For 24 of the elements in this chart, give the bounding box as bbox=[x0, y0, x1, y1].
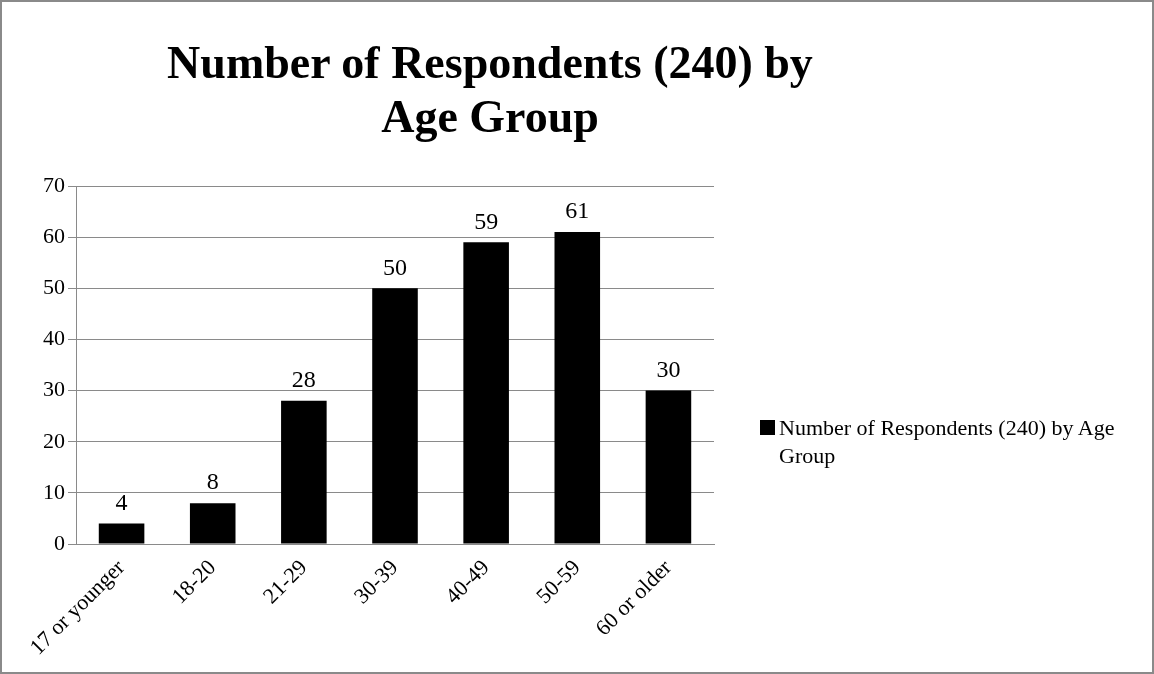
legend-label: Number of Respondents (240) by Age Group bbox=[779, 414, 1116, 470]
bar bbox=[98, 523, 145, 544]
y-tick-label: 20 bbox=[43, 427, 65, 453]
data-label: 4 bbox=[115, 488, 128, 515]
bar bbox=[372, 288, 418, 544]
bar bbox=[281, 400, 327, 544]
bar bbox=[463, 242, 509, 544]
y-tick-label: 30 bbox=[43, 376, 65, 402]
data-label: 28 bbox=[291, 366, 316, 393]
data-label: 50 bbox=[383, 253, 407, 280]
data-label: 8 bbox=[206, 468, 219, 495]
bar bbox=[189, 503, 236, 544]
chart-title: Number of Respondents (240) by Age Group bbox=[166, 36, 814, 144]
y-tick-label: 60 bbox=[43, 222, 65, 248]
y-tick-label: 10 bbox=[43, 478, 65, 504]
y-tick-label: 40 bbox=[43, 325, 65, 351]
y-tick-label: 50 bbox=[43, 274, 65, 300]
y-tick-label: 70 bbox=[43, 171, 65, 197]
y-tick-label: 0 bbox=[54, 529, 65, 555]
bar bbox=[554, 232, 601, 544]
data-label: 59 bbox=[474, 207, 499, 234]
bar bbox=[645, 390, 692, 544]
data-label: 61 bbox=[565, 197, 590, 224]
data-label: 30 bbox=[656, 355, 681, 382]
